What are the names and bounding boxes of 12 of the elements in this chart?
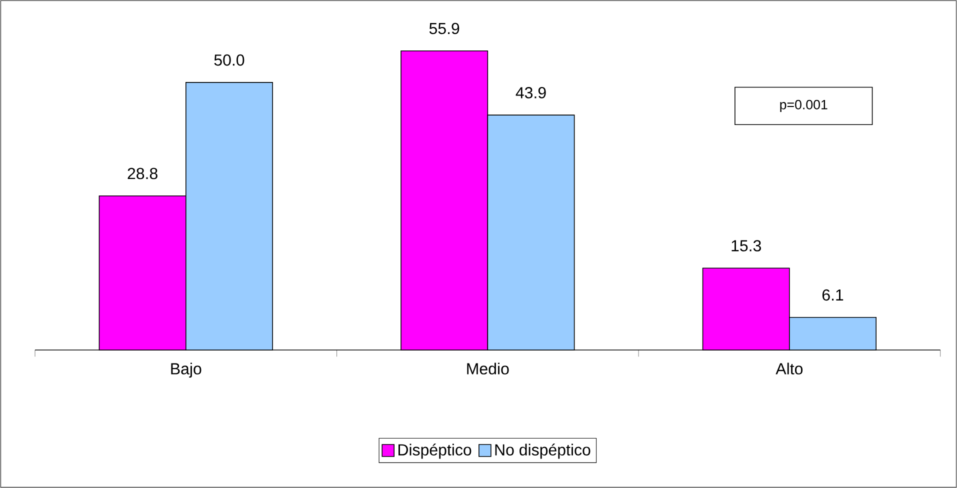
data-label: 28.8 xyxy=(128,168,158,180)
data-label: 6.1 xyxy=(822,289,844,301)
legend-label: No dispéptico xyxy=(495,444,590,459)
data-label: 50.0 xyxy=(214,54,244,66)
data-label: 15.3 xyxy=(732,240,761,252)
x-tick-label: Bajo xyxy=(171,362,202,378)
data-label: 43.9 xyxy=(516,87,546,98)
data-label: 55.9 xyxy=(429,22,460,34)
x-tick-label: Medio xyxy=(467,362,509,374)
annotation: p=0.001 xyxy=(780,100,828,112)
legend-label: Dispéptico xyxy=(398,444,472,459)
x-tick-label: Alto xyxy=(776,362,803,374)
